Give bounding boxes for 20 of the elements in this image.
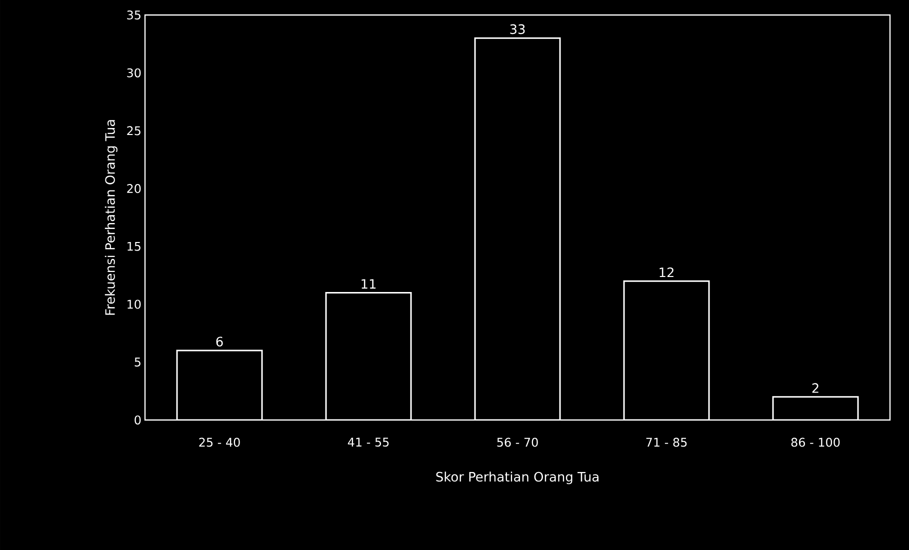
y-tick-label: 20 bbox=[127, 184, 141, 194]
x-tick-label: 71 - 85 bbox=[646, 438, 687, 447]
y-tick-label: 5 bbox=[134, 358, 140, 367]
data-label: 12 bbox=[660, 267, 674, 278]
y-tick-label: 35 bbox=[127, 10, 140, 20]
y-tick-label: 10 bbox=[128, 300, 141, 309]
x-tick-label: 41 - 55 bbox=[348, 438, 389, 447]
y-tick-label: 0 bbox=[134, 415, 141, 425]
data-label: 6 bbox=[216, 336, 223, 346]
x-tick-label: 86 - 100 bbox=[791, 438, 840, 447]
data-label: 33 bbox=[510, 24, 525, 34]
y-tick-label: 30 bbox=[127, 68, 141, 78]
data-label: 2 bbox=[812, 383, 818, 393]
y-tick-label: 15 bbox=[128, 242, 140, 251]
y-axis-title: Frekuensi Perhatian Orang Tua bbox=[104, 120, 118, 315]
data-label: 11 bbox=[362, 279, 376, 289]
x-tick-label: 56 - 70 bbox=[497, 438, 538, 447]
y-tick-label: 25 bbox=[127, 126, 140, 136]
x-axis-title: Skor Perhatian Orang Tua bbox=[436, 472, 598, 484]
x-tick-label: 25 - 40 bbox=[199, 438, 240, 447]
